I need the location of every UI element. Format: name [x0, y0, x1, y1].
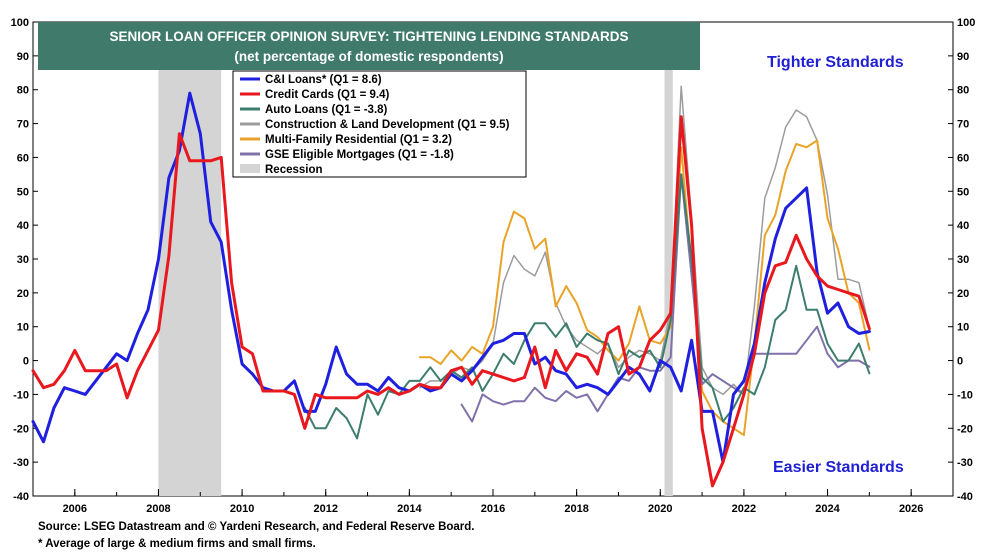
y-tick-label-left: 80: [17, 85, 29, 97]
x-tick-label: 2010: [230, 503, 254, 515]
legend-label: Multi-Family Residential (Q1 = 3.2): [265, 134, 452, 146]
x-tick-label: 2014: [397, 503, 422, 515]
chart-subtitle: (net percentage of domestic respondents): [234, 49, 503, 64]
recession-band: [664, 22, 673, 496]
y-tick-label-left: -30: [13, 457, 29, 469]
y-tick-label-left: 90: [17, 51, 29, 63]
legend-label: Construction & Land Development (Q1 = 9.…: [265, 119, 510, 131]
x-tick-label: 2018: [564, 503, 588, 515]
y-tick-label-left: 10: [17, 322, 29, 334]
y-tick-label-right: -10: [957, 389, 973, 401]
legend-label: C&I Loans* (Q1 = 8.6): [265, 74, 382, 86]
y-tick-label-left: 70: [17, 119, 29, 131]
x-tick-label: 2026: [899, 503, 923, 515]
legend-label: Auto Loans (Q1 = -3.8): [265, 104, 388, 116]
y-tick-label-right: -30: [957, 457, 973, 469]
legend-label: Credit Cards (Q1 = 9.4): [265, 89, 389, 101]
legend-label: GSE Eligible Mortgages (Q1 = -1.8): [265, 149, 454, 161]
title-box: SENIOR LOAN OFFICER OPINION SURVEY: TIGH…: [38, 22, 700, 70]
annotation-easier: Easier Standards: [773, 459, 904, 476]
y-tick-label-right: 80: [957, 85, 969, 97]
series-line-4: [418, 139, 871, 437]
y-tick-label-left: 20: [17, 288, 29, 300]
y-tick-label-left: 60: [17, 152, 29, 164]
y-tick-label-left: -10: [13, 389, 29, 401]
asterisk-note: * Average of large & medium firms and sm…: [38, 538, 316, 550]
source-note: Source: LSEG Datastream and © Yardeni Re…: [38, 521, 475, 533]
series-line-0: [31, 91, 871, 464]
y-tick-label-right: 20: [957, 288, 969, 300]
y-tick-label-left: 50: [17, 186, 29, 198]
y-tick-label-right: 100: [957, 17, 975, 29]
y-tick-label-left: 30: [17, 254, 29, 266]
y-tick-label-right: 70: [957, 119, 969, 131]
x-tick-label: 2022: [732, 503, 756, 515]
x-tick-label: 2006: [63, 503, 87, 515]
x-tick-label: 2012: [313, 503, 337, 515]
y-tick-label-right: 40: [957, 220, 969, 232]
annotation-tighter: Tighter Standards: [767, 54, 904, 71]
y-tick-label-left: 100: [11, 17, 29, 29]
x-tick-label: 2024: [815, 503, 840, 515]
x-tick-label: 2016: [481, 503, 505, 515]
y-tick-label-right: 60: [957, 152, 969, 164]
x-tick-label: 2020: [648, 503, 672, 515]
y-tick-label-right: 0: [957, 356, 963, 368]
y-tick-label-right: 50: [957, 186, 969, 198]
y-tick-label-right: 30: [957, 254, 969, 266]
x-tick-label: 2008: [146, 503, 170, 515]
legend-swatch-recession: [240, 164, 260, 173]
y-tick-label-left: 0: [23, 356, 29, 368]
legend-label-recession: Recession: [265, 164, 323, 176]
y-tick-label-right: 90: [957, 51, 969, 63]
y-tick-label-right: -40: [957, 491, 973, 503]
chart-title: SENIOR LOAN OFFICER OPINION SURVEY: TIGH…: [109, 29, 628, 44]
series-line-1: [31, 115, 871, 488]
y-tick-label-right: 10: [957, 322, 969, 334]
y-tick-label-left: -40: [13, 491, 29, 503]
series-lines: [31, 85, 871, 488]
legend-box: [232, 70, 527, 178]
y-tick-label-left: 40: [17, 220, 29, 232]
title-banner: [38, 22, 700, 70]
y-tick-label-left: -20: [13, 423, 29, 435]
y-tick-label-right: -20: [957, 423, 973, 435]
legend: C&I Loans* (Q1 = 8.6) Credit Cards (Q1 = …: [232, 70, 527, 178]
